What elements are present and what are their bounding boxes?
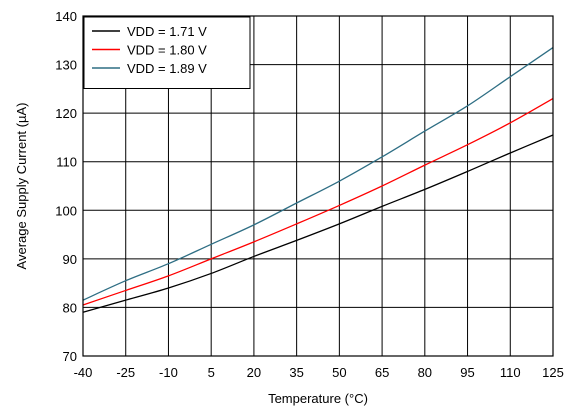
x-tick-label: -10 [159,365,178,380]
x-tick-label: 95 [460,365,474,380]
legend-label-2: VDD = 1.80 V [127,43,207,58]
plot-frame [82,15,554,357]
y-axis-label: Average Supply Current (µA) [14,103,29,270]
series-line-2 [82,98,554,306]
series-line-1 [82,134,554,313]
y-tick-label: 130 [55,58,77,73]
x-tick-label: 110 [500,365,521,380]
x-tick-label: 50 [332,365,346,380]
y-tick-label: 120 [55,106,77,121]
series-layer [82,47,554,313]
x-tick-label: 35 [289,365,303,380]
y-tick-label: 140 [55,9,77,24]
y-tick-label: 90 [63,252,77,267]
legend-box [83,16,251,89]
legend: VDD = 1.71 V VDD = 1.80 V VDD = 1.89 V [83,16,251,89]
y-tick-label: 70 [63,349,77,364]
x-tick-label: 125 [542,365,564,380]
x-tick-label: -40 [74,365,93,380]
legend-label-3: VDD = 1.89 V [127,61,207,76]
x-tick-label: 65 [375,365,389,380]
tick-labels: -40 -25 -10 5 20 35 50 65 80 95 110 125 70 80 90 100 110… [55,9,564,380]
y-tick-label: 110 [56,155,77,170]
x-tick-label: 5 [208,365,215,380]
x-tick-label: 80 [418,365,432,380]
x-tick-label: 20 [247,365,261,380]
y-tick-label: 100 [55,203,77,218]
y-tick-label: 80 [63,300,77,315]
series-line-3 [82,47,554,301]
legend-label-1: VDD = 1.71 V [127,24,207,39]
x-tick-label: -25 [116,365,135,380]
x-axis-label: Temperature (°C) [268,391,368,406]
